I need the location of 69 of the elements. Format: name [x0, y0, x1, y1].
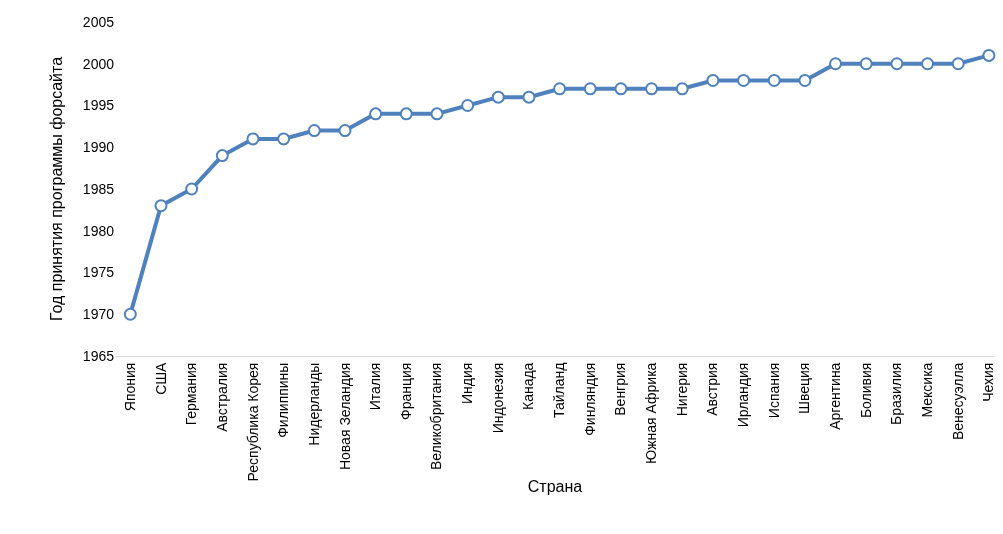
point	[645, 82, 659, 96]
x-tick-label: Республика Корея	[244, 362, 261, 482]
x-tick-label: Канада	[520, 362, 537, 411]
y-tick-label: 2000	[82, 55, 115, 72]
x-tick-label: Ирландия	[735, 362, 752, 428]
x-tick-label: Чехия	[980, 362, 997, 402]
point	[890, 57, 904, 71]
point	[307, 124, 321, 138]
x-tick-label: Финляндия	[581, 362, 598, 436]
x-tick-label: Япония	[121, 362, 138, 412]
point	[185, 182, 199, 196]
point	[123, 307, 137, 321]
y-tick-label: 1990	[82, 139, 115, 156]
point	[675, 82, 689, 96]
x-tick-label: Мексика	[919, 362, 936, 418]
x-tick-label: Индонезия	[489, 362, 506, 434]
point	[767, 73, 781, 87]
x-tick-label: Тайланд	[551, 362, 568, 418]
point	[369, 107, 383, 121]
point	[215, 149, 229, 163]
x-tick-label: Венесуэлла	[949, 362, 966, 441]
x-tick-label: Филиппины	[275, 362, 292, 438]
point	[921, 57, 935, 71]
y-tick-label: 1970	[82, 306, 115, 323]
point	[859, 57, 873, 71]
point	[522, 90, 536, 104]
y-tick-label: 1965	[82, 347, 115, 364]
y-tick-label: 1985	[82, 180, 115, 197]
point	[338, 124, 352, 138]
point	[399, 107, 413, 121]
point	[829, 57, 843, 71]
point	[951, 57, 965, 71]
x-tick-label: Италия	[367, 362, 384, 411]
x-tick-label: Боливия	[857, 362, 874, 419]
x-tick-label: Франция	[397, 362, 414, 420]
x-tick-label: Новая Зеландия	[336, 362, 353, 471]
point	[737, 73, 751, 87]
point	[246, 132, 260, 146]
x-tick-label: Швеция	[796, 362, 813, 414]
point	[461, 99, 475, 112]
point	[798, 73, 812, 87]
x-tick-label: Нигерия	[673, 362, 690, 417]
x-tick-label: Нидерланды	[305, 362, 322, 446]
x-tick-label: Испания	[765, 362, 782, 419]
y-tick-label: 2005	[82, 13, 115, 30]
x-tick-label: Германия	[183, 362, 200, 426]
point	[706, 73, 720, 87]
x-tick-label: Австралия	[213, 362, 230, 432]
x-tick-label: Бразилия	[888, 362, 905, 426]
x-tick-label: Австрия	[704, 362, 721, 416]
x-axis-title: Страна	[527, 478, 583, 496]
x-tick-label: Аргентина	[827, 362, 844, 430]
point	[614, 82, 628, 96]
point	[277, 132, 291, 146]
point	[430, 107, 444, 121]
point	[553, 82, 567, 96]
point	[154, 199, 168, 213]
point	[583, 82, 597, 96]
x-tick-label: США	[152, 361, 169, 395]
x-tick-label: Южная Африка	[643, 362, 660, 464]
x-tick-label: Великобритания	[428, 362, 445, 471]
y-tick-label: 1980	[82, 222, 115, 239]
y-axis-title: Год принятия программы форсайта	[47, 56, 65, 322]
x-tick-label: Венгрия	[612, 362, 629, 416]
point	[982, 48, 996, 62]
y-tick-label: 1975	[82, 264, 115, 281]
y-tick-label: 1995	[82, 97, 115, 114]
x-tick-label: Индия	[459, 362, 476, 404]
point	[491, 90, 505, 104]
